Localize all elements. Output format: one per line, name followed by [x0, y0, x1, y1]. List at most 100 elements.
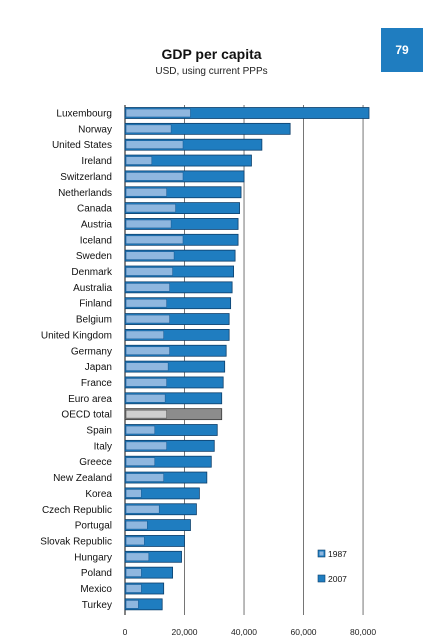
bar-2007-austria: [124, 218, 239, 230]
x-axis-ticks: 0 20,000 40,000 60,000 80,000: [123, 627, 377, 637]
category-label-japan: Japan: [85, 362, 112, 373]
bar-1987-netherlands: [125, 187, 167, 197]
category-label-norway: Norway: [78, 124, 112, 135]
chart-subtitle: USD, using current PPPs: [155, 66, 268, 77]
bar-2007-hungary: [124, 550, 182, 563]
category-label-new-zealand: New Zealand: [53, 473, 112, 484]
bar-1987-portugal: [125, 520, 148, 530]
category-label-luxembourg: Luxembourg: [56, 109, 112, 120]
category-label-austria: Austria: [81, 219, 113, 230]
category-label-canada: Canada: [77, 204, 112, 215]
bar-2007-greece: [124, 455, 212, 468]
category-label-poland: Poland: [81, 568, 112, 579]
bar-2007-sweden: [124, 249, 236, 262]
bar-2007-italy: [124, 439, 215, 452]
chart-title: GDP per capita: [161, 46, 262, 62]
bar-2007-france: [124, 376, 224, 389]
bar-1987-hungary: [125, 552, 150, 562]
bar-2007-united-states: [124, 138, 263, 151]
bar-2007-euro-area: [124, 392, 223, 405]
bar-2007-new-zealand: [124, 471, 208, 484]
bar-1987-euro-area: [125, 393, 166, 403]
category-label-denmark: Denmark: [71, 267, 113, 278]
bar-1987-ireland: [125, 156, 153, 165]
bar-2007-japan: [124, 360, 226, 373]
legend-swatch-inner-1987: [319, 551, 324, 556]
bar-2007-turkey: [124, 598, 163, 611]
bar-1987-sweden: [125, 251, 175, 260]
legend-swatch-2007: [317, 574, 326, 583]
bars: [124, 107, 370, 611]
bar-2007-spain: [124, 424, 218, 436]
category-label-australia: Australia: [73, 283, 112, 294]
bar-1987-france: [125, 378, 167, 387]
category-label-mexico: Mexico: [80, 584, 112, 595]
bar-1987-luxembourg: [125, 108, 191, 118]
category-label-sweden: Sweden: [76, 251, 112, 262]
bar-2007-australia: [124, 281, 233, 294]
bar-1987-belgium: [125, 314, 170, 324]
bar-2007-luxembourg: [124, 107, 370, 119]
legend: 1987 2007: [317, 549, 347, 584]
category-label-italy: Italy: [94, 441, 112, 452]
bar-2007-united-kingdom: [124, 328, 230, 341]
category-label-greece: Greece: [79, 457, 112, 468]
bar-1987-united-states: [125, 140, 184, 149]
legend-label-1987: 1987: [328, 549, 347, 559]
category-label-united-kingdom: United Kingdom: [41, 330, 112, 341]
bar-1987-korea: [125, 489, 142, 498]
bar-1987-finland: [125, 298, 167, 308]
category-label-netherlands: Netherlands: [58, 188, 112, 199]
bar-1987-germany: [125, 346, 170, 356]
bar-1987-poland: [125, 568, 142, 577]
bar-1987-slovak-republic: [125, 536, 145, 546]
bar-1987-united-kingdom: [125, 330, 164, 340]
bar-2007-norway: [124, 122, 291, 135]
bar-2007-poland: [124, 566, 174, 579]
category-label-korea: Korea: [85, 489, 112, 500]
bar-1987-iceland: [125, 235, 184, 245]
bar-2007-finland: [124, 297, 232, 310]
x-tick-label: 60,000: [291, 627, 317, 637]
bar-1987-czech-republic: [125, 504, 160, 514]
category-label-czech-republic: Czech Republic: [42, 505, 112, 516]
page-number-badge: 79: [381, 28, 423, 72]
bar-1987-turkey: [125, 600, 139, 609]
bar-1987-austria: [125, 219, 172, 229]
bar-2007-germany: [124, 344, 227, 357]
bar-2007-mexico: [124, 582, 165, 595]
bar-1987-denmark: [125, 267, 173, 276]
bar-1987-australia: [125, 283, 170, 292]
category-label-united-states: United States: [52, 140, 112, 151]
category-label-turkey: Turkey: [82, 600, 112, 611]
bar-1987-japan: [125, 362, 169, 371]
bar-1987-mexico: [125, 584, 142, 593]
category-label-spain: Spain: [86, 426, 112, 437]
category-label-iceland: Iceland: [80, 235, 112, 246]
category-label-switzerland: Switzerland: [60, 172, 112, 183]
bar-2007-switzerland: [124, 170, 245, 183]
category-label-finland: Finland: [79, 299, 112, 310]
bar-1987-greece: [125, 457, 156, 467]
category-label-portugal: Portugal: [75, 521, 112, 532]
bar-1987-italy: [125, 441, 167, 451]
x-tick-label: 40,000: [231, 627, 257, 637]
bar-1987-spain: [125, 425, 156, 435]
bar-1987-canada: [125, 203, 176, 213]
x-tick-label: 80,000: [350, 627, 376, 637]
bar-2007-denmark: [124, 265, 235, 278]
category-label-oecd-total: OECD total: [61, 410, 112, 421]
bar-2007-portugal: [124, 519, 191, 531]
category-label-ireland: Ireland: [81, 156, 112, 167]
category-label-hungary: Hungary: [74, 552, 112, 563]
bar-2007-canada: [124, 202, 240, 215]
bar-2007-oecd-total: [124, 408, 223, 421]
bar-1987-norway: [125, 124, 172, 134]
bar-1987-new-zealand: [125, 473, 164, 482]
legend-label-2007: 2007: [328, 574, 347, 584]
bar-2007-ireland: [124, 154, 252, 167]
category-label-slovak-republic: Slovak Republic: [40, 536, 112, 547]
category-label-belgium: Belgium: [76, 315, 112, 326]
x-tick-label: 20,000: [172, 627, 198, 637]
